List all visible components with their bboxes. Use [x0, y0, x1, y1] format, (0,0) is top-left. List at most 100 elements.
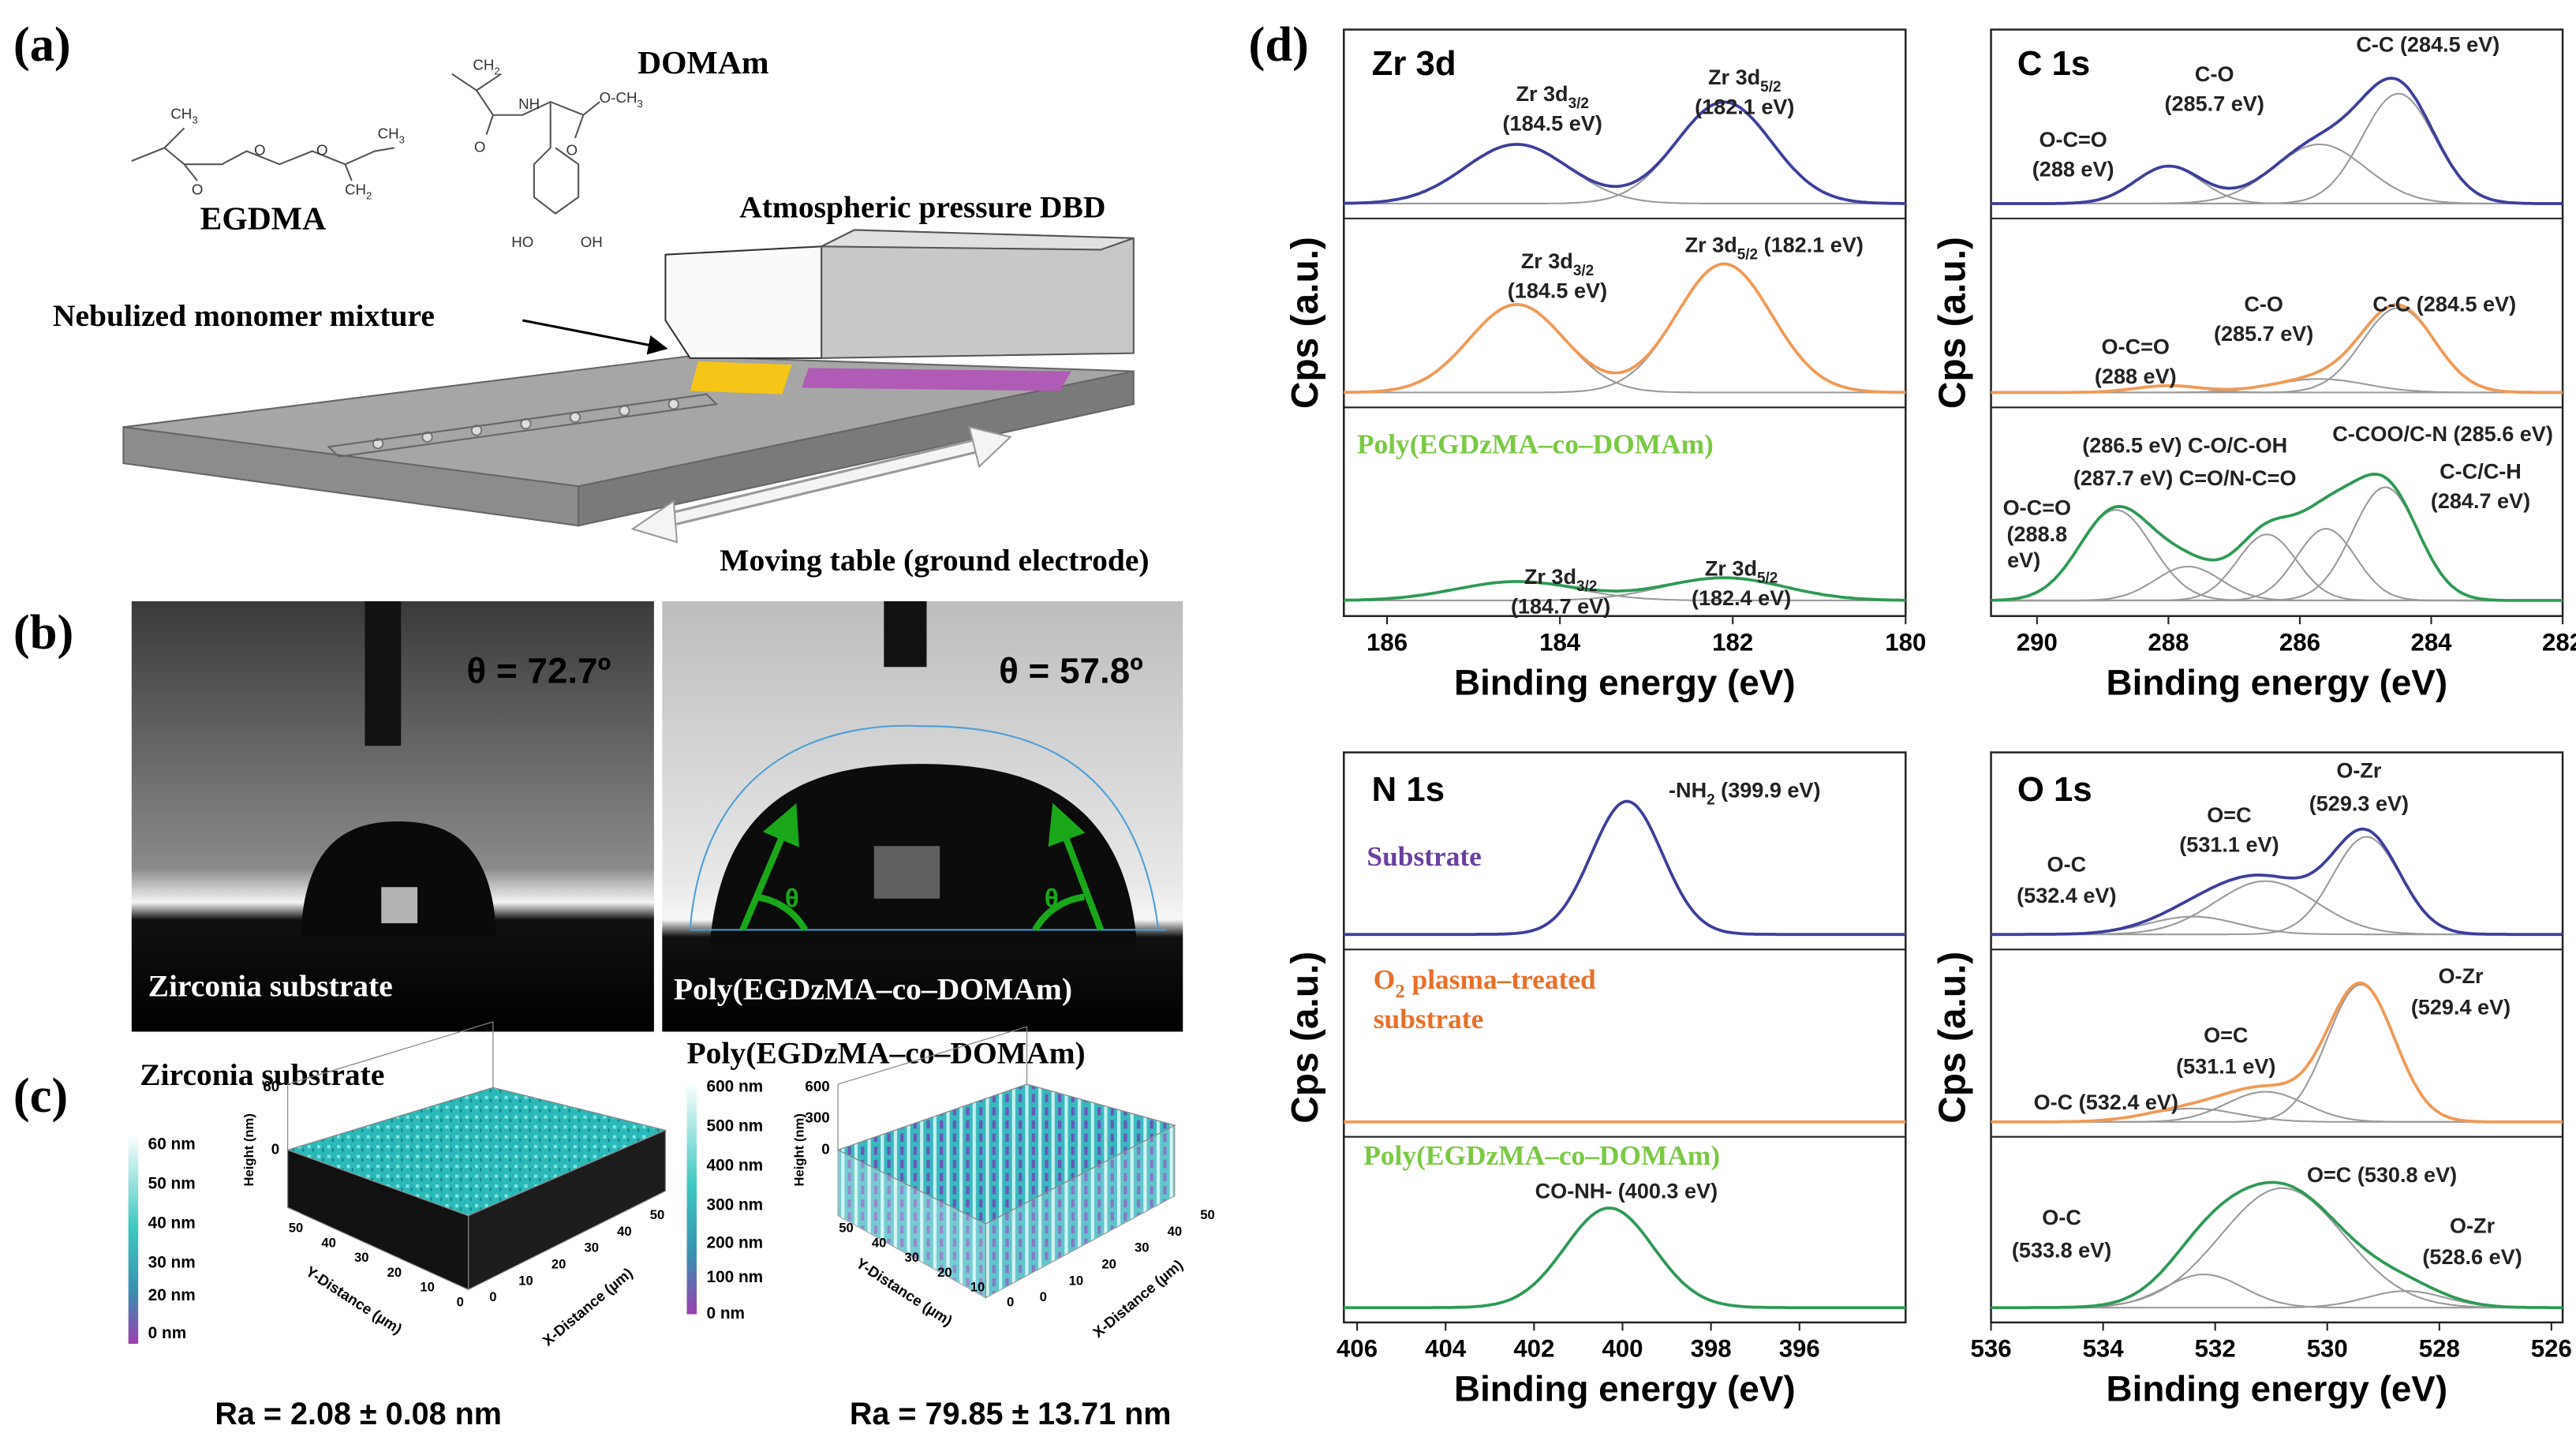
x-tick-label: 528	[2419, 1335, 2460, 1363]
colorbar-label: 20 nm	[148, 1286, 196, 1304]
x-tick-label: 186	[1367, 628, 1408, 656]
peak-label: (285.7 eV)	[2214, 322, 2313, 346]
text-part: 3/2	[1573, 263, 1594, 279]
peak-label: eV)	[2007, 548, 2040, 572]
text-part: 2	[494, 65, 499, 77]
text-part: 2	[1395, 981, 1404, 1002]
plot-frame	[1990, 28, 2564, 617]
peak-label: C-C/C-H	[2440, 460, 2522, 484]
x-tick-label: 532	[2195, 1335, 2236, 1363]
plot-frame	[1990, 751, 2564, 1324]
text-part: 3	[399, 134, 405, 146]
envelope	[1344, 576, 1906, 602]
colorbar	[128, 1133, 139, 1345]
tick-label: 50	[1200, 1207, 1215, 1222]
chem-label: CH2	[345, 181, 372, 201]
tick-label: 600	[805, 1078, 829, 1094]
chem-structures	[131, 73, 600, 215]
colorbar-label: 0 nm	[148, 1324, 187, 1342]
map-title: Zirconia substrate	[140, 1057, 384, 1092]
colorbar-label: 200 nm	[707, 1234, 764, 1252]
text-part: CH	[345, 181, 366, 197]
tick-label: 20	[387, 1265, 402, 1280]
peak-label: C-O	[2195, 62, 2234, 86]
peak-label: O=C (530.8 eV)	[2307, 1163, 2457, 1187]
tick-label: 30	[585, 1240, 600, 1255]
peak-label: O-C (532.4 eV)	[2034, 1090, 2178, 1114]
row-name: O2 plasma–treated	[1374, 963, 1596, 1002]
peak-label: -NH2 (399.9 eV)	[1669, 779, 1820, 808]
text-part: (399.9 eV)	[1715, 779, 1821, 802]
x-tick-label: 534	[2083, 1335, 2125, 1363]
text-part: 5/2	[1737, 246, 1758, 263]
x-tick-label: 184	[1539, 628, 1581, 656]
envelope	[1344, 262, 1906, 395]
peak-label: C-C (284.5 eV)	[2372, 292, 2516, 316]
peak-label: C-COO/C-N (285.6 eV)	[2332, 422, 2553, 446]
x-tick-label: 526	[2531, 1335, 2572, 1363]
tick-label: 40	[617, 1224, 632, 1239]
tick-label: 20	[1101, 1256, 1116, 1271]
envelope	[1991, 981, 2563, 1124]
component-peak	[1991, 533, 2563, 602]
peak-label: O=C	[2207, 803, 2251, 827]
text-part: 5/2	[1760, 78, 1781, 95]
tick-label: 30	[354, 1250, 369, 1265]
peak-label: (288 eV)	[2032, 158, 2114, 181]
peak-label: (286.5 eV) C-O/C-OH	[2082, 433, 2287, 457]
envelope	[1344, 799, 1906, 937]
text-part: 3/2	[1576, 578, 1597, 594]
peak-label: CO-NH- (400.3 eV)	[1535, 1180, 1718, 1203]
map-title: Poly(EGDzMA–co–DOMAm)	[687, 1036, 1086, 1071]
x-axis-title: Binding energy (eV)	[1454, 1368, 1796, 1408]
tick-label: 40	[321, 1235, 336, 1250]
x-tick-label: 406	[1337, 1335, 1378, 1363]
chem-label: OH	[581, 234, 603, 250]
theta-symbol: θ	[785, 885, 799, 914]
tick-label: 50	[839, 1221, 854, 1236]
peak-label: (288 eV)	[2095, 365, 2177, 388]
tick-label: 30	[904, 1250, 919, 1265]
text-part: CH	[473, 56, 494, 73]
panel-label: (c)	[13, 1068, 68, 1123]
contact-angle: θ = 57.8º	[999, 651, 1143, 691]
text-part: Zr 3d	[1516, 82, 1568, 106]
contact-angle-image	[131, 600, 654, 1032]
x-tick-label: 530	[2307, 1335, 2348, 1363]
x-tick-label: 182	[1712, 628, 1753, 656]
tick-label: 0	[1007, 1294, 1014, 1309]
peak-label: C-O	[2244, 292, 2283, 316]
peak-label: C-C (284.5 eV)	[2356, 32, 2499, 56]
peak-label: (532.4 eV)	[2017, 884, 2116, 907]
text-part: 3/2	[1568, 95, 1589, 111]
x-tick-label: 286	[2279, 628, 2320, 656]
text-part: Zr 3d	[1524, 565, 1576, 589]
theta-symbol: θ	[1045, 885, 1059, 914]
x-axis-title: Binding energy (eV)	[2107, 662, 2448, 702]
colorbar-label: 500 nm	[707, 1117, 764, 1135]
row-name: substrate	[1374, 1003, 1484, 1034]
tick-label: 0	[457, 1294, 464, 1309]
envelope	[1344, 1206, 1906, 1310]
component-peak	[1991, 528, 2563, 602]
row-name: Poly(EGDzMA–co–DOMAm)	[1363, 1139, 1720, 1171]
component-peak	[1991, 509, 2563, 602]
afm-surface	[286, 1021, 667, 1291]
tick-label: 20	[551, 1256, 566, 1271]
colorbar-label: 40 nm	[148, 1214, 196, 1233]
monomer-label: DOMAm	[637, 45, 768, 81]
chem-label: O	[254, 141, 266, 158]
text-part: Zr 3d	[1705, 557, 1757, 581]
x-tick-label: 396	[1779, 1335, 1820, 1363]
colorbar-label: 600 nm	[707, 1078, 764, 1096]
peak-label: (284.7 eV)	[2431, 489, 2530, 513]
axis-title: Height (nm)	[241, 1113, 256, 1186]
envelope	[1991, 303, 2563, 395]
x-tick-label: 536	[1971, 1335, 2012, 1363]
chem-label: CH2	[473, 56, 499, 77]
peak-label: O-C=O	[2102, 335, 2170, 359]
peak-label: (528.6 eV)	[2422, 1245, 2522, 1269]
x-tick-label: 402	[1513, 1335, 1554, 1363]
peak-label: Zr 3d3/2	[1521, 249, 1594, 279]
envelope	[1991, 827, 2563, 937]
